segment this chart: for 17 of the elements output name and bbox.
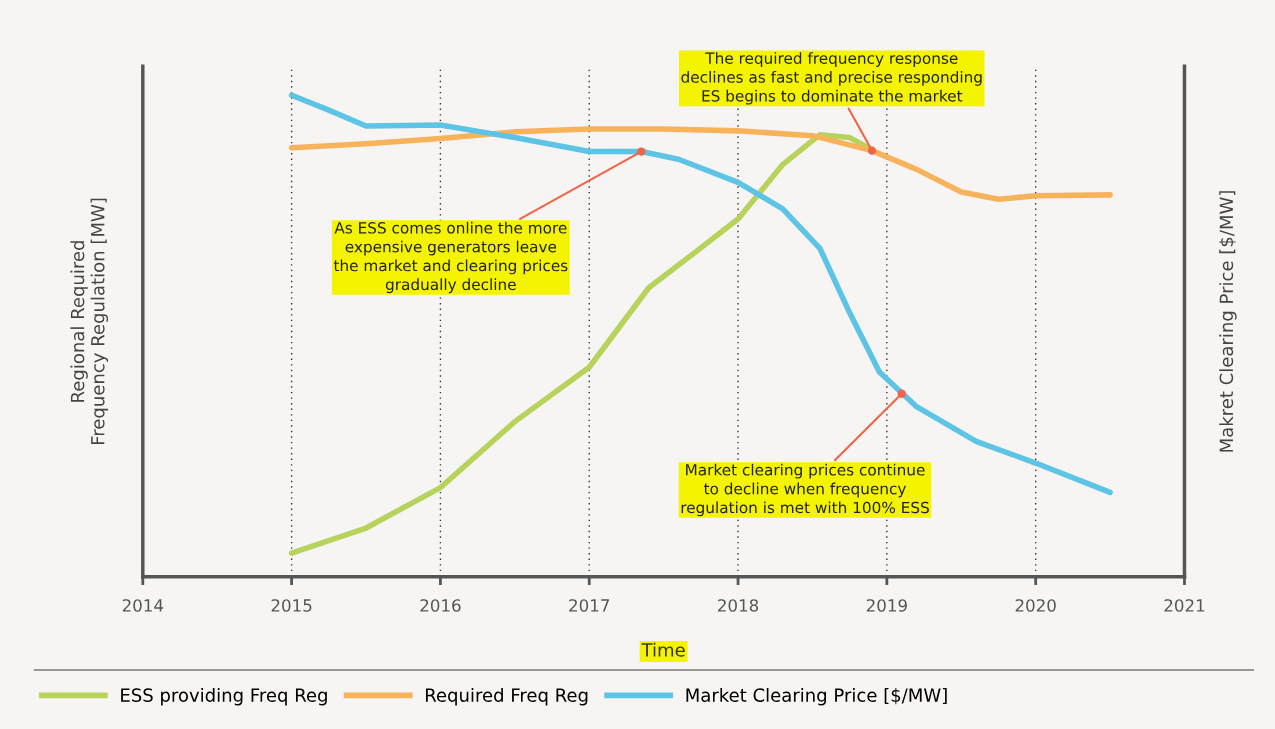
- legend-label: Market Clearing Price [$/MW]: [686, 687, 947, 706]
- x-axis-title: Time: [641, 642, 685, 657]
- x-tick-label: 2017: [569, 599, 610, 612]
- x-tick-label: 2019: [866, 599, 907, 612]
- annotation: The required frequency response declines as fast and precise responding ES begins to dominate the market: [681, 52, 982, 105]
- x-tick-label: 2015: [271, 599, 312, 612]
- x-tick-label: 2020: [1015, 599, 1056, 612]
- x-tick-label: 2016: [420, 599, 461, 612]
- legend-label: ESS providing Freq Reg: [121, 687, 327, 706]
- y-axis-title: Regional Required Frequency Regulation [MW]: [70, 198, 109, 445]
- y2-axis-title: Makret Clearing Price [$/MW]: [1219, 191, 1237, 452]
- legend-label: Required Freq Reg: [425, 687, 588, 706]
- x-tick-label: 2021: [1164, 599, 1205, 612]
- annotation: Market clearing prices continue to decline when frequency regulation is met with 100% ESS: [681, 463, 929, 517]
- annotation: As ESS comes online the more expensive generators leave the market and clearing prices gradually decline: [333, 221, 568, 294]
- x-tick-label: 2014: [122, 599, 164, 612]
- x-tick-label: 2018: [718, 599, 759, 612]
